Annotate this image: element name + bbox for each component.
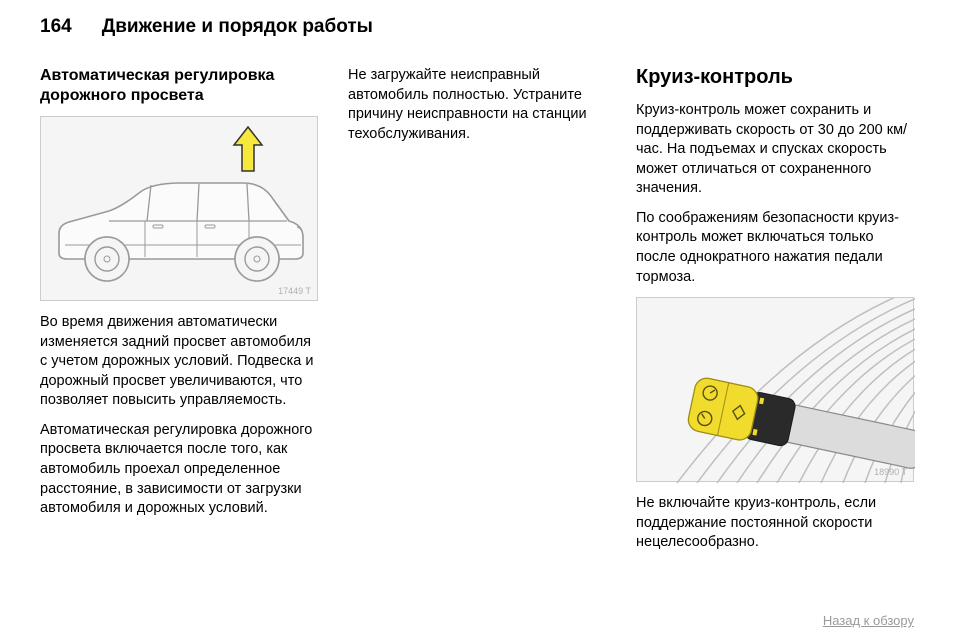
figure-car-suspension: 17449 T: [40, 116, 318, 301]
page-number: 164: [40, 16, 72, 38]
paragraph: По соображениям безопасности круиз-контр…: [636, 209, 914, 287]
figure-label: 17449 T: [278, 286, 311, 296]
column-1: Автоматическая регулировка дорожного про…: [40, 66, 318, 563]
back-to-overview-link[interactable]: Назад к обзору: [823, 613, 914, 628]
paragraph: Не включайте круиз-контроль, если поддер…: [636, 494, 914, 553]
column-2: Не загружайте неисправный автомобиль пол…: [348, 66, 606, 563]
column-3: Круиз-контроль Круиз-контроль может сохр…: [636, 66, 914, 563]
car-outline-icon: [51, 175, 309, 290]
arrow-up-icon: [231, 125, 265, 175]
heading-cruise-control: Круиз-контроль: [636, 66, 914, 89]
heading-auto-level: Автоматическая регулировка дорожного про…: [40, 66, 318, 106]
figure-cruise-stalk: 18990 T: [636, 297, 914, 482]
figure-label: 18990 T: [874, 467, 907, 477]
paragraph: Круиз-контроль может сохранить и поддерж…: [636, 101, 914, 199]
paragraph: Не загружайте неисправный автомобиль пол…: [348, 66, 606, 144]
paragraph: Во время движения автоматически изменяет…: [40, 313, 318, 411]
paragraph: Автоматическая регулировка дорожного про…: [40, 421, 318, 519]
chapter-title: Движение и порядок работы: [102, 16, 373, 38]
